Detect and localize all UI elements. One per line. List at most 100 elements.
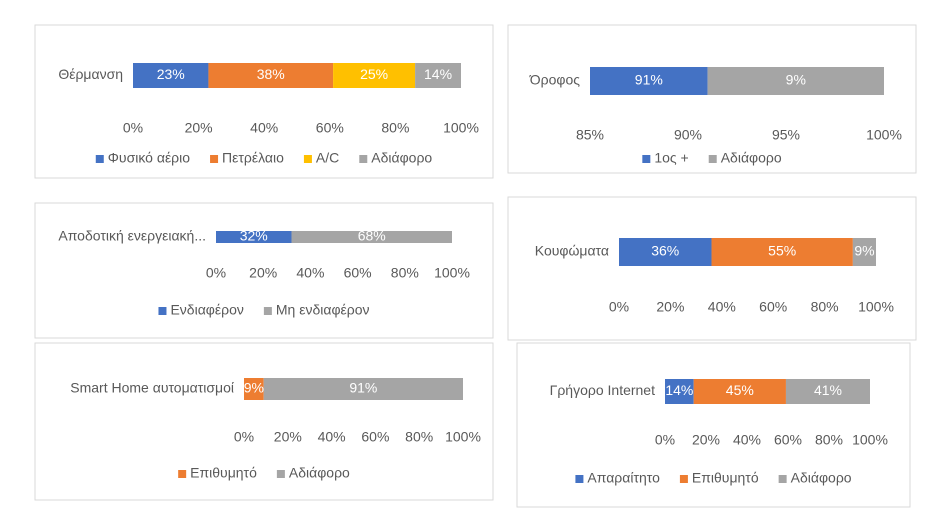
- x-tick-label: 0%: [206, 265, 226, 281]
- x-tick-label: 40%: [708, 299, 736, 315]
- legend-label: Μη ενδιαφέρον: [276, 302, 370, 318]
- x-tick-label: 20%: [274, 429, 302, 445]
- x-tick-label: 90%: [674, 127, 702, 143]
- legend-label: Αδιάφορο: [289, 465, 350, 481]
- bar-segment: [208, 63, 334, 88]
- x-tick-label: 20%: [692, 432, 720, 448]
- legend-swatch: [679, 475, 688, 483]
- bar-segment: [590, 67, 708, 95]
- value-label: 9%: [786, 72, 806, 88]
- panel-frame: [34, 202, 494, 339]
- x-tick-label: 40%: [733, 432, 761, 448]
- bar-segment: [216, 231, 292, 243]
- bar-segment: [263, 378, 463, 400]
- legend-swatch: [276, 470, 285, 478]
- bar-segment: [785, 379, 870, 404]
- legend-swatch: [263, 307, 272, 315]
- category-label: Γρήγορο Internet: [550, 382, 655, 398]
- x-tick-label: 20%: [656, 299, 684, 315]
- category-label: Θέρμανση: [58, 66, 123, 82]
- x-tick-label: 20%: [185, 120, 213, 136]
- bar-segment: [852, 238, 876, 266]
- panel-frame: [507, 196, 917, 341]
- x-tick-label: 40%: [318, 429, 346, 445]
- legend-label: Ενδιαφέρον: [170, 302, 243, 318]
- x-tick-label: 20%: [249, 265, 277, 281]
- x-tick-label: 80%: [811, 299, 839, 315]
- bar-segment: [333, 63, 416, 88]
- category-label: Όροφος: [529, 72, 580, 88]
- value-label: 9%: [244, 380, 264, 396]
- x-tick-label: 60%: [774, 432, 802, 448]
- x-tick-label: 0%: [655, 432, 675, 448]
- x-tick-label: 60%: [344, 265, 372, 281]
- chart-panel: 0% 20% 40% 60% 80% 100% Γρήγορο Internet 14% 45%…: [516, 342, 911, 508]
- value-label: 36%: [651, 243, 679, 259]
- x-tick-label: 60%: [759, 299, 787, 315]
- x-tick-label: 80%: [391, 265, 419, 281]
- bar-segment: [707, 67, 884, 95]
- bar-segment: [711, 238, 853, 266]
- legend-label: Αδιάφορο: [791, 470, 852, 486]
- x-tick-label: 0%: [123, 120, 143, 136]
- value-label: 23%: [157, 66, 185, 82]
- legend-swatch: [778, 475, 787, 483]
- legend-swatch: [359, 155, 368, 163]
- x-tick-label: 100%: [443, 120, 479, 136]
- x-tick-label: 100%: [866, 127, 902, 143]
- legend-swatch: [642, 155, 651, 163]
- panel-frame: [34, 24, 494, 179]
- value-label: 55%: [768, 243, 796, 259]
- x-tick-label: 80%: [815, 432, 843, 448]
- panel-frame: [507, 24, 917, 174]
- x-tick-label: 80%: [381, 120, 409, 136]
- bar-segment: [133, 63, 209, 88]
- bar-segment: [244, 378, 264, 400]
- value-label: 45%: [726, 382, 754, 398]
- value-label: 38%: [257, 66, 285, 82]
- x-tick-label: 95%: [772, 127, 800, 143]
- category-label: Αποδοτική ενεργειακή...: [58, 228, 206, 244]
- chart-panel: 0% 20% 40% 60% 80% 100% Θέρμανση 23% 38% 25% 14% Φυ…: [34, 24, 494, 179]
- legend-label: Αδιάφορο: [721, 150, 782, 166]
- chart-panel: 0% 20% 40% 60% 80% 100% Κουφώματα 36% 55% 9%: [507, 196, 917, 341]
- x-tick-label: 60%: [361, 429, 389, 445]
- value-label: 9%: [854, 243, 874, 259]
- legend-swatch: [95, 155, 104, 163]
- chart-panel: 0% 20% 40% 60% 80% 100% Αποδοτική ενεργειακή..…: [34, 202, 494, 339]
- category-label: Smart Home αυτοματισμοί: [70, 380, 234, 396]
- x-tick-label: 100%: [852, 432, 888, 448]
- value-label: 68%: [358, 228, 386, 244]
- chart-panel: 0% 20% 40% 60% 80% 100% Smart Home αυτοματισμο…: [34, 342, 494, 501]
- legend-swatch: [575, 475, 584, 483]
- x-tick-label: 0%: [234, 429, 254, 445]
- legend-label: Απαραίτητο: [587, 470, 660, 486]
- x-tick-label: 100%: [434, 265, 470, 281]
- x-tick-label: 85%: [576, 127, 604, 143]
- value-label: 91%: [635, 72, 663, 88]
- legend-swatch: [303, 155, 312, 163]
- x-tick-label: 100%: [445, 429, 481, 445]
- value-label: 25%: [360, 66, 388, 82]
- value-label: 91%: [349, 380, 377, 396]
- legend-swatch: [210, 155, 219, 163]
- value-label: 14%: [665, 382, 693, 398]
- bar-segment: [415, 63, 461, 88]
- value-label: 41%: [814, 382, 842, 398]
- legend-swatch: [178, 470, 187, 478]
- legend-swatch: [708, 155, 717, 163]
- x-tick-label: 100%: [858, 299, 894, 315]
- legend-label: Επιθυμητό: [190, 465, 257, 481]
- x-tick-label: 40%: [250, 120, 278, 136]
- bar-segment: [693, 379, 786, 404]
- legend-label: A/C: [316, 150, 339, 166]
- bar-segment: [619, 238, 712, 266]
- bar-segment: [291, 231, 452, 243]
- x-tick-label: 0%: [609, 299, 629, 315]
- legend-label: Επιθυμητό: [692, 470, 759, 486]
- value-label: 32%: [240, 228, 268, 244]
- x-tick-label: 60%: [316, 120, 344, 136]
- chart-panel: 85% 90% 95% 100% Όροφος 91% 9% 1ος + Αδιάφορο: [507, 24, 917, 174]
- x-tick-label: 80%: [405, 429, 433, 445]
